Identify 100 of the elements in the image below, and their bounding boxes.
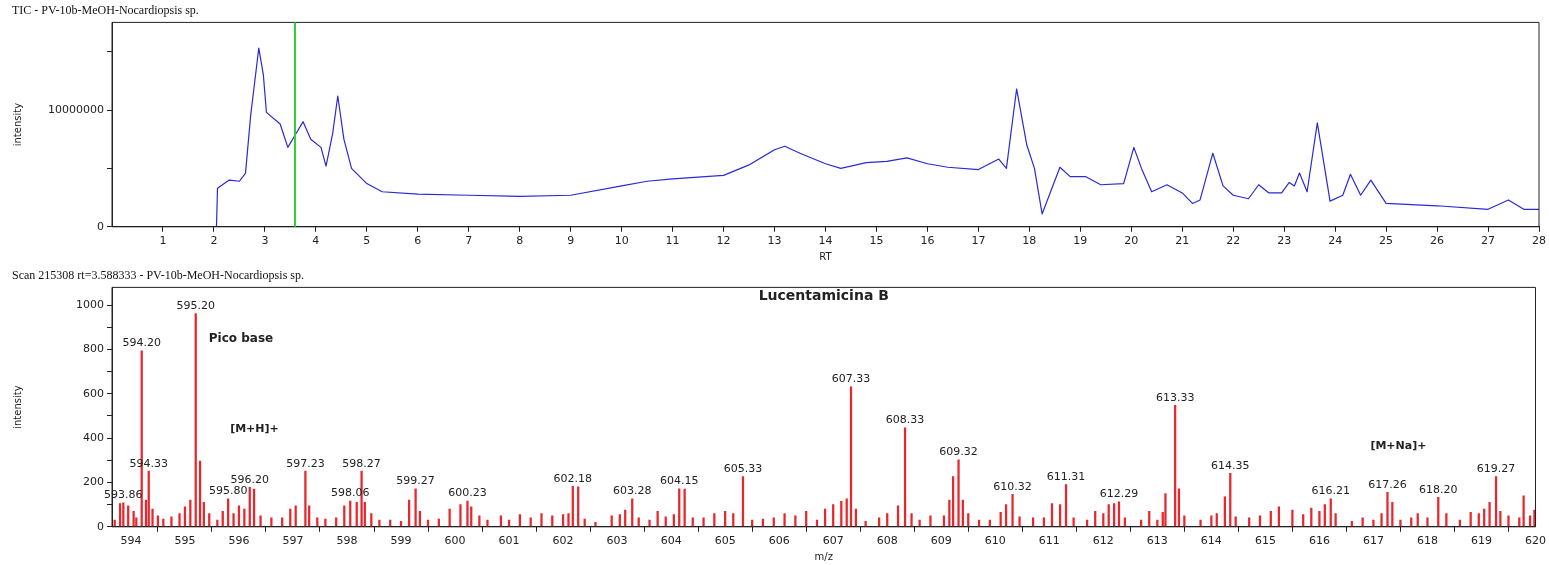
annotation: 611.31 bbox=[1046, 469, 1086, 483]
x-tick-label: 618 bbox=[1416, 534, 1438, 548]
annotation: 596.20 bbox=[230, 472, 270, 486]
bar bbox=[132, 510, 135, 527]
x-tick-label: 18 bbox=[1022, 234, 1037, 248]
x-tick-label: 12 bbox=[716, 234, 731, 248]
x-tick-label: 10 bbox=[614, 234, 629, 248]
x-tick-label: 606 bbox=[768, 534, 790, 548]
y-axis-title: intensity bbox=[11, 385, 23, 429]
x-tick-label: 599 bbox=[390, 534, 412, 548]
bar bbox=[957, 459, 960, 527]
bar bbox=[1199, 519, 1202, 527]
bar bbox=[1488, 502, 1491, 527]
annotation: 600.23 bbox=[448, 486, 487, 500]
annotation: [M+Na]+ bbox=[1370, 438, 1427, 452]
x-tick-label: 21 bbox=[1175, 234, 1190, 248]
x-tick-label: 15 bbox=[869, 234, 884, 248]
annotation: 603.28 bbox=[612, 484, 652, 498]
bar bbox=[702, 517, 705, 527]
bar bbox=[170, 516, 173, 527]
x-tick-label: 26 bbox=[1430, 234, 1445, 248]
bar bbox=[1361, 517, 1364, 527]
bar bbox=[1372, 519, 1375, 527]
bar bbox=[783, 513, 786, 527]
annotation: 617.26 bbox=[1368, 477, 1407, 491]
x-tick-label: 595 bbox=[174, 534, 196, 548]
y-axis-title: intensity bbox=[11, 102, 23, 147]
x-tick-label: 610 bbox=[984, 534, 1006, 548]
x-tick-label: 22 bbox=[1226, 234, 1241, 248]
bar bbox=[304, 470, 307, 527]
bar bbox=[414, 488, 417, 527]
bar bbox=[486, 519, 489, 527]
x-tick-label: 16 bbox=[920, 234, 935, 248]
x-tick-label: 602 bbox=[552, 534, 574, 548]
x-tick-label: 612 bbox=[1092, 534, 1114, 548]
bar bbox=[259, 515, 262, 527]
annotation: 595.20 bbox=[176, 298, 215, 312]
x-tick-label: 596 bbox=[228, 534, 250, 548]
bar bbox=[378, 519, 381, 527]
x-tick-label: 604 bbox=[660, 534, 682, 548]
x-tick-label: 27 bbox=[1481, 234, 1496, 248]
x-tick-label: 620 bbox=[1525, 534, 1546, 548]
y-tick-label: 600 bbox=[83, 386, 104, 400]
x-tick-label: 609 bbox=[930, 534, 952, 548]
annotation: 599.27 bbox=[396, 474, 435, 488]
x-tick-label: 7 bbox=[465, 234, 473, 248]
annotation: 598.27 bbox=[342, 456, 381, 470]
x-tick-label: 607 bbox=[822, 534, 844, 548]
x-tick-label: 619 bbox=[1470, 534, 1492, 548]
annotation: 614.35 bbox=[1211, 458, 1250, 472]
bar bbox=[648, 519, 651, 527]
bar bbox=[1399, 519, 1402, 527]
annotation: 607.33 bbox=[831, 372, 871, 386]
x-tick-label: 603 bbox=[606, 534, 628, 548]
x-tick-label: 28 bbox=[1532, 234, 1546, 248]
x-tick-label: 617 bbox=[1362, 534, 1384, 548]
x-tick-label: 601 bbox=[498, 534, 520, 548]
x-tick-label: 614 bbox=[1200, 534, 1222, 548]
bar bbox=[1507, 515, 1510, 527]
x-tick-label: 616 bbox=[1308, 534, 1330, 548]
annotation: [M+H]+ bbox=[230, 422, 279, 436]
x-tick-label: 613 bbox=[1146, 534, 1168, 548]
annotation: Lucentamicina B bbox=[758, 287, 889, 304]
bar bbox=[1426, 517, 1429, 527]
annotation: 597.23 bbox=[286, 456, 325, 470]
annotation: 604.15 bbox=[659, 474, 699, 488]
bar bbox=[232, 513, 235, 527]
bar bbox=[459, 504, 462, 527]
x-axis-title: m/z bbox=[814, 550, 833, 562]
x-tick-label: 25 bbox=[1379, 234, 1394, 248]
annotation: 610.32 bbox=[993, 479, 1032, 493]
x-tick-label: 9 bbox=[567, 234, 575, 248]
x-tick-label: 597 bbox=[282, 534, 304, 548]
x-tick-label: 17 bbox=[971, 234, 986, 248]
bar bbox=[794, 515, 797, 527]
chart-title: Scan 215308 rt=3.588333 - PV-10b-MeOH-Nocardiopsis sp. bbox=[12, 268, 304, 283]
bar bbox=[567, 513, 570, 527]
x-tick-label: 611 bbox=[1038, 534, 1060, 548]
bar bbox=[1318, 510, 1321, 527]
x-tick-label: 605 bbox=[714, 534, 736, 548]
x-tick-label: 615 bbox=[1254, 534, 1276, 548]
x-tick-label: 594 bbox=[120, 534, 142, 548]
x-tick-label: 14 bbox=[818, 234, 833, 248]
x-tick-label: 24 bbox=[1328, 234, 1343, 248]
bar bbox=[324, 518, 327, 527]
x-tick-label: 598 bbox=[336, 534, 358, 548]
bar bbox=[864, 520, 867, 527]
x-tick-label: 19 bbox=[1073, 234, 1088, 248]
annotation: 612.29 bbox=[1099, 487, 1139, 501]
bar bbox=[1011, 494, 1014, 527]
annotation: 605.33 bbox=[723, 462, 763, 476]
bar bbox=[540, 513, 543, 527]
bar bbox=[1291, 509, 1294, 527]
annotation: 618.20 bbox=[1419, 482, 1458, 496]
x-tick-label: 13 bbox=[767, 234, 782, 248]
y-tick-label: 10000000 bbox=[48, 102, 104, 116]
y-tick-label: 800 bbox=[83, 342, 104, 356]
bar bbox=[1380, 513, 1383, 527]
y-tick-label: 400 bbox=[83, 430, 104, 444]
annotation: 613.33 bbox=[1155, 390, 1195, 404]
